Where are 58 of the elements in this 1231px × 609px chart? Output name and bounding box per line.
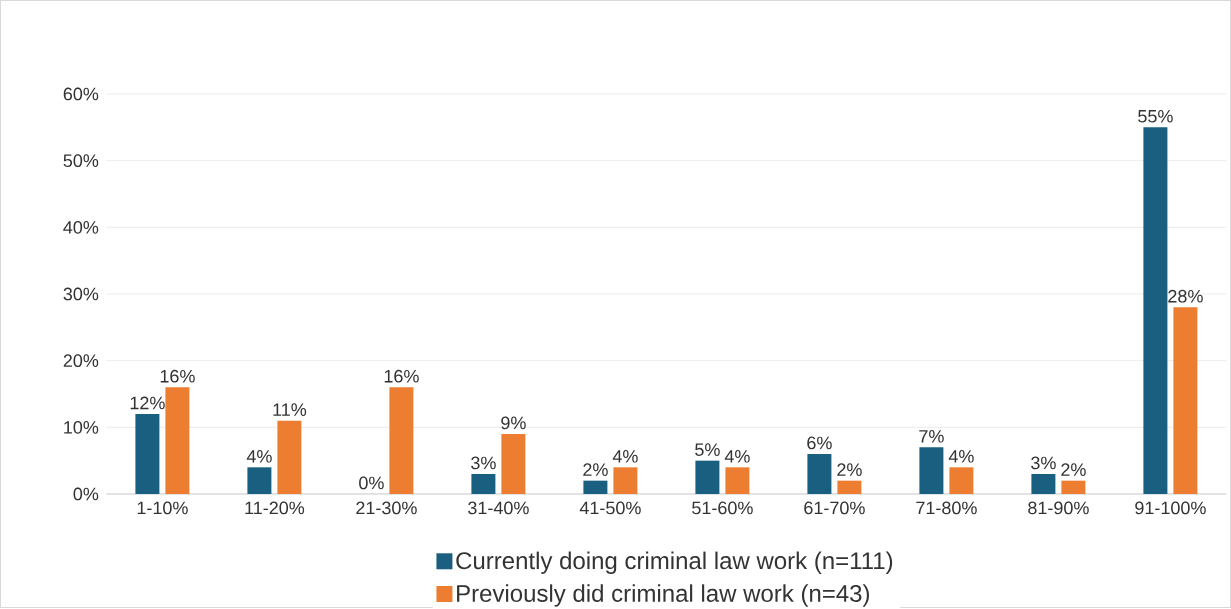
x-tick-label: 51-60% <box>692 501 753 515</box>
x-tick-label: 81-90% <box>1028 501 1089 515</box>
y-tick-label: 0% <box>73 487 99 501</box>
y-tick-label: 40% <box>63 220 99 234</box>
data-label: 3% <box>471 456 496 470</box>
bar <box>807 453 832 494</box>
bar <box>919 447 944 494</box>
bar <box>277 420 302 494</box>
bar <box>1173 307 1198 494</box>
data-label: 11% <box>273 403 307 416</box>
bar <box>1061 480 1086 494</box>
x-tick-label: 41-50% <box>579 501 641 515</box>
legend-label: Previously did criminal law work (n=43) <box>457 584 869 607</box>
y-tick-label: 10% <box>64 420 99 434</box>
data-label: 12% <box>130 396 165 410</box>
bar <box>471 473 496 494</box>
bar <box>837 480 862 494</box>
data-label: 9% <box>501 416 526 430</box>
data-label: 2% <box>1061 463 1086 476</box>
bar <box>583 480 608 494</box>
y-tick-label: 30% <box>63 287 99 301</box>
bar <box>501 433 526 494</box>
bar <box>1143 127 1168 494</box>
data-label: 55% <box>1138 109 1173 123</box>
x-tick-label: 31-40% <box>468 501 529 515</box>
data-label: 3% <box>1031 456 1056 470</box>
data-label: 4% <box>612 450 638 463</box>
data-label: 4% <box>724 450 750 463</box>
bar <box>613 467 638 494</box>
data-label: 2% <box>583 463 608 476</box>
bar <box>725 467 750 494</box>
x-tick-label: 1-10% <box>137 501 188 515</box>
data-label: 5% <box>695 443 720 456</box>
x-tick-label: 21-30% <box>356 501 417 515</box>
data-label: 4% <box>246 450 272 463</box>
y-tick-label: 50% <box>63 154 99 168</box>
x-tick-label: 91-100% <box>1135 501 1206 515</box>
bar <box>165 387 190 494</box>
y-tick-label: 20% <box>63 354 99 368</box>
data-label: 6% <box>807 436 832 450</box>
x-tick-label: 71-80% <box>916 501 977 515</box>
bar <box>949 467 974 494</box>
data-label: 4% <box>948 450 974 463</box>
data-label: 0% <box>359 476 384 490</box>
data-label: 28% <box>1168 289 1203 303</box>
legend-label: Currently doing criminal law work (n=111) <box>456 551 893 574</box>
data-label: 2% <box>837 463 862 476</box>
data-label: 7% <box>919 430 944 443</box>
bar <box>389 387 414 494</box>
x-tick-label: 11-20% <box>245 501 305 515</box>
bar <box>247 467 272 494</box>
data-label: 16% <box>384 369 419 383</box>
bar <box>135 413 160 494</box>
bar <box>695 460 720 494</box>
data-label: 16% <box>160 369 195 383</box>
x-tick-label: 61-70% <box>804 501 865 515</box>
bar <box>1031 473 1056 494</box>
y-tick-label: 60% <box>63 87 99 101</box>
